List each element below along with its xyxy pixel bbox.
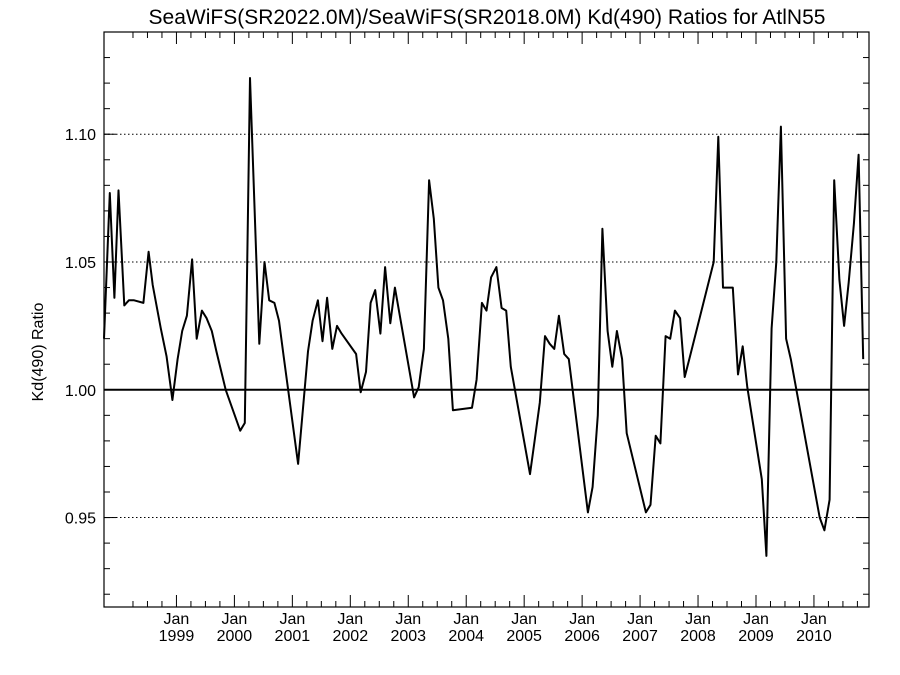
x-tick-label-month: Jan xyxy=(685,611,711,628)
x-tick-label-year: 2002 xyxy=(333,628,369,645)
x-tick-label-year: 2005 xyxy=(506,628,542,645)
x-tick-label-year: 2003 xyxy=(390,628,426,645)
x-tick-label-month: Jan xyxy=(627,611,653,628)
x-tick-label-year: 2004 xyxy=(448,628,484,645)
x-tick-label-year: 2007 xyxy=(622,628,658,645)
x-tick-label-month: Jan xyxy=(511,611,537,628)
x-tick-label-month: Jan xyxy=(395,611,421,628)
x-tick-label-month: Jan xyxy=(221,611,247,628)
y-tick-label: 1.00 xyxy=(65,383,96,400)
y-axis-label: Kd(490) Ratio xyxy=(30,303,47,402)
x-tick-label-month: Jan xyxy=(164,611,190,628)
x-tick-label-month: Jan xyxy=(743,611,769,628)
x-tick-label-year: 2010 xyxy=(796,628,832,645)
series-line xyxy=(103,77,865,557)
x-tick-label-year: 2001 xyxy=(275,628,311,645)
x-tick-label-month: Jan xyxy=(337,611,363,628)
x-tick-label-month: Jan xyxy=(569,611,595,628)
x-tick-label-year: 2008 xyxy=(680,628,716,645)
x-tick-label-year: 1999 xyxy=(159,628,195,645)
x-tick-label-year: 2000 xyxy=(217,628,253,645)
y-tick-label: 1.05 xyxy=(65,255,96,272)
x-tick-label-year: 2006 xyxy=(564,628,600,645)
x-tick-label-month: Jan xyxy=(453,611,479,628)
ticks-layer xyxy=(104,32,869,607)
y-tick-label: 1.10 xyxy=(65,127,96,144)
chart-title: SeaWiFS(SR2022.0M)/SeaWiFS(SR2018.0M) Kd… xyxy=(149,6,826,29)
x-tick-label-month: Jan xyxy=(279,611,305,628)
plot-frame xyxy=(103,31,870,608)
grid-layer xyxy=(104,133,869,519)
x-tick-label-year: 2009 xyxy=(738,628,774,645)
labels-layer: 0.951.001.051.10Jan1999Jan2000Jan2001Jan… xyxy=(65,127,832,645)
series-layer xyxy=(103,77,865,557)
y-tick-label: 0.95 xyxy=(65,511,96,528)
x-tick-label-month: Jan xyxy=(801,611,827,628)
